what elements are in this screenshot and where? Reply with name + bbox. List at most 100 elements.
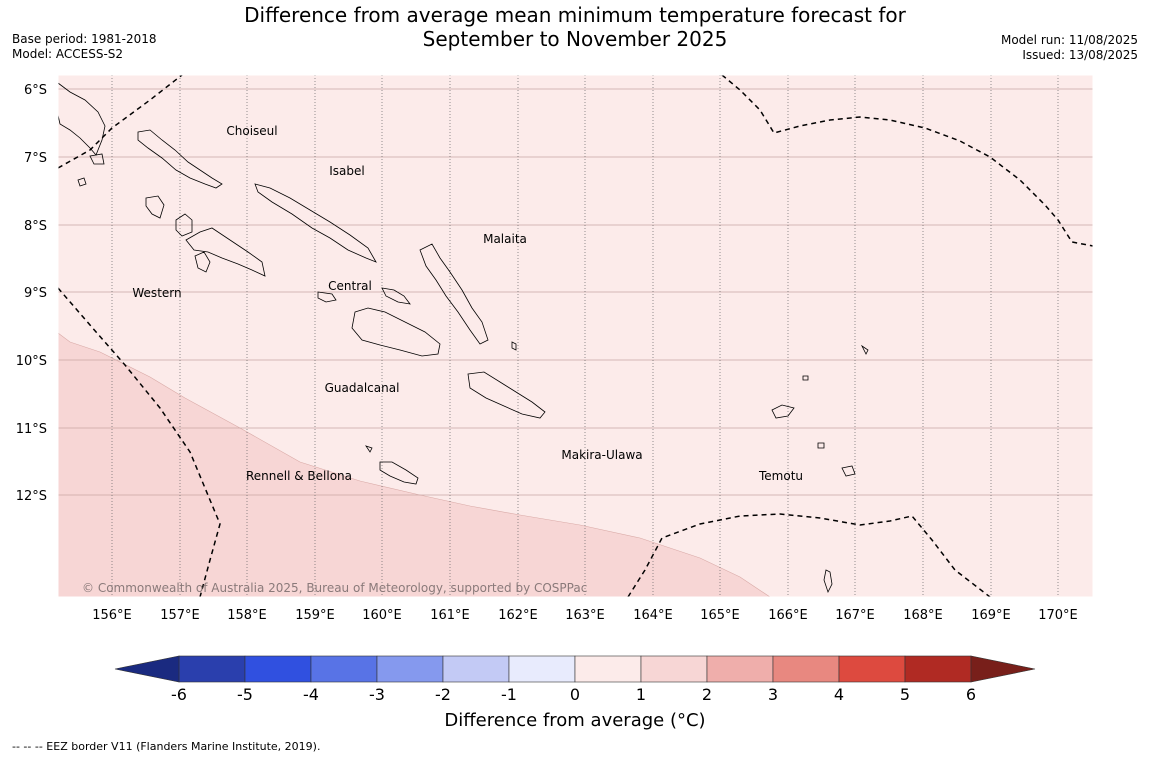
colorbar-under-arrow [114, 655, 180, 683]
colorbar-tick-label: -2 [435, 685, 451, 704]
island-reefs [802, 375, 809, 381]
island-rendova [194, 251, 211, 273]
island-bellona [365, 445, 373, 453]
map-frame [57, 74, 1094, 598]
issued-date: Issued: 13/08/2025 [1022, 48, 1138, 62]
base-period: Base period: 1981-2018 [12, 32, 157, 46]
lon-label: 156°E [92, 608, 132, 623]
island-vanikoro [841, 465, 856, 477]
lat-gridlines [58, 88, 1093, 496]
island-florida [381, 287, 411, 305]
colorbar-segment [640, 655, 708, 683]
region-label-malaita: Malaita [483, 232, 527, 246]
colorbar-tick-label: 6 [966, 685, 976, 704]
colorbar-segment [178, 655, 246, 683]
colorbar-tick-label: 4 [834, 685, 844, 704]
lon-label: 168°E [903, 608, 943, 623]
lon-label: 167°E [835, 608, 875, 623]
lat-label: 7°S [24, 151, 47, 166]
lat-label: 9°S [24, 286, 47, 301]
islands [57, 82, 869, 594]
island-choiseul [137, 129, 223, 189]
colorbar-tick-label: 5 [900, 685, 910, 704]
lon-label: 157°E [160, 608, 200, 623]
colorbar-segment [904, 655, 972, 683]
island-duff [860, 344, 869, 355]
island-new-georgia-main [185, 227, 266, 277]
meta-right: Model run: 11/08/2025 Issued: 13/08/2025 [1001, 33, 1138, 63]
colorbar-segment [706, 655, 774, 683]
island-guadalcanal [351, 307, 441, 357]
colorbar-tick-label: 3 [768, 685, 778, 704]
island-bougainville [57, 82, 106, 156]
island-makira [467, 371, 546, 419]
island-isabel [254, 183, 377, 263]
island-rennell [379, 461, 419, 485]
colorbar-segment [310, 655, 378, 683]
lat-label: 10°S [16, 354, 47, 369]
island-vella [145, 195, 165, 219]
title-line-2: September to November 2025 [422, 27, 728, 51]
island-shortland [89, 153, 105, 165]
region-label-choiseul: Choiseul [226, 124, 277, 138]
region-label-isabel: Isabel [329, 164, 364, 178]
region-label-makira-ulawa: Makira-Ulawa [561, 448, 642, 462]
region-label-guadalcanal: Guadalcanal [325, 381, 400, 395]
island-central [317, 291, 337, 303]
anomaly-band-1-2 [57, 332, 771, 598]
meta-left: Base period: 1981-2018 Model: ACCESS-S2 [12, 32, 157, 62]
island-malaita [419, 243, 489, 345]
island-santa-cruz [771, 404, 795, 419]
lon-label: 164°E [633, 608, 673, 623]
lon-label: 163°E [565, 608, 605, 623]
colorbar-tick-label: -4 [303, 685, 319, 704]
lat-label: 6°S [24, 83, 47, 98]
colorbar-title: Difference from average (°C) [444, 710, 706, 731]
eez-border [57, 74, 1094, 598]
lon-label: 162°E [498, 608, 538, 623]
chart-title: Difference from average mean minimum tem… [0, 3, 1150, 51]
colorbar-tick-label: -6 [171, 685, 187, 704]
colorbar-segment [508, 655, 576, 683]
lon-label: 169°E [971, 608, 1011, 623]
colorbar-segment [574, 655, 642, 683]
colorbar-segment [244, 655, 312, 683]
region-label-temotu: Temotu [758, 469, 803, 483]
island-utupua [817, 442, 825, 449]
lon-label: 166°E [768, 608, 808, 623]
lon-label: 159°E [295, 608, 335, 623]
region-label-western: Western [132, 286, 181, 300]
lat-label: 12°S [16, 489, 47, 504]
colorbar-over-arrow [970, 655, 1036, 683]
colorbar: -6 -5 -4 -3 -2 -1 0 1 2 3 4 5 6 [114, 655, 1036, 704]
model-name: Model: ACCESS-S2 [12, 47, 124, 61]
colorbar-segment [772, 655, 840, 683]
copyright-text: © Commonwealth of Australia 2025, Bureau… [82, 581, 587, 595]
colorbar-segment [376, 655, 444, 683]
lon-label: 158°E [227, 608, 267, 623]
colorbar-segment [442, 655, 510, 683]
region-label-central: Central [328, 279, 372, 293]
lon-gridlines [111, 75, 1059, 597]
island-tikopia [823, 569, 833, 594]
colorbar-tick-label: 2 [702, 685, 712, 704]
colorbar-segment [838, 655, 906, 683]
colorbar-tick-label: -1 [501, 685, 517, 704]
region-label-rennell-bellona: Rennell & Bellona [246, 469, 352, 483]
model-run: Model run: 11/08/2025 [1000, 33, 1138, 47]
island-new-georgia [175, 213, 193, 237]
colorbar-tick-label: -3 [369, 685, 385, 704]
island-treasury [77, 177, 87, 187]
lon-label: 170°E [1038, 608, 1078, 623]
island-ulawa [511, 341, 517, 351]
eez-legend-note: -- -- -- EEZ border V11 (Flanders Marine… [12, 740, 321, 753]
colorbar-tick-label: 1 [636, 685, 646, 704]
title-line-1: Difference from average mean minimum tem… [244, 3, 906, 27]
lon-label: 160°E [362, 608, 402, 623]
lon-label: 161°E [430, 608, 470, 623]
colorbar-tick-label: -5 [237, 685, 253, 704]
lat-label: 8°S [24, 219, 47, 234]
lat-label: 11°S [16, 422, 47, 437]
lon-label: 165°E [700, 608, 740, 623]
